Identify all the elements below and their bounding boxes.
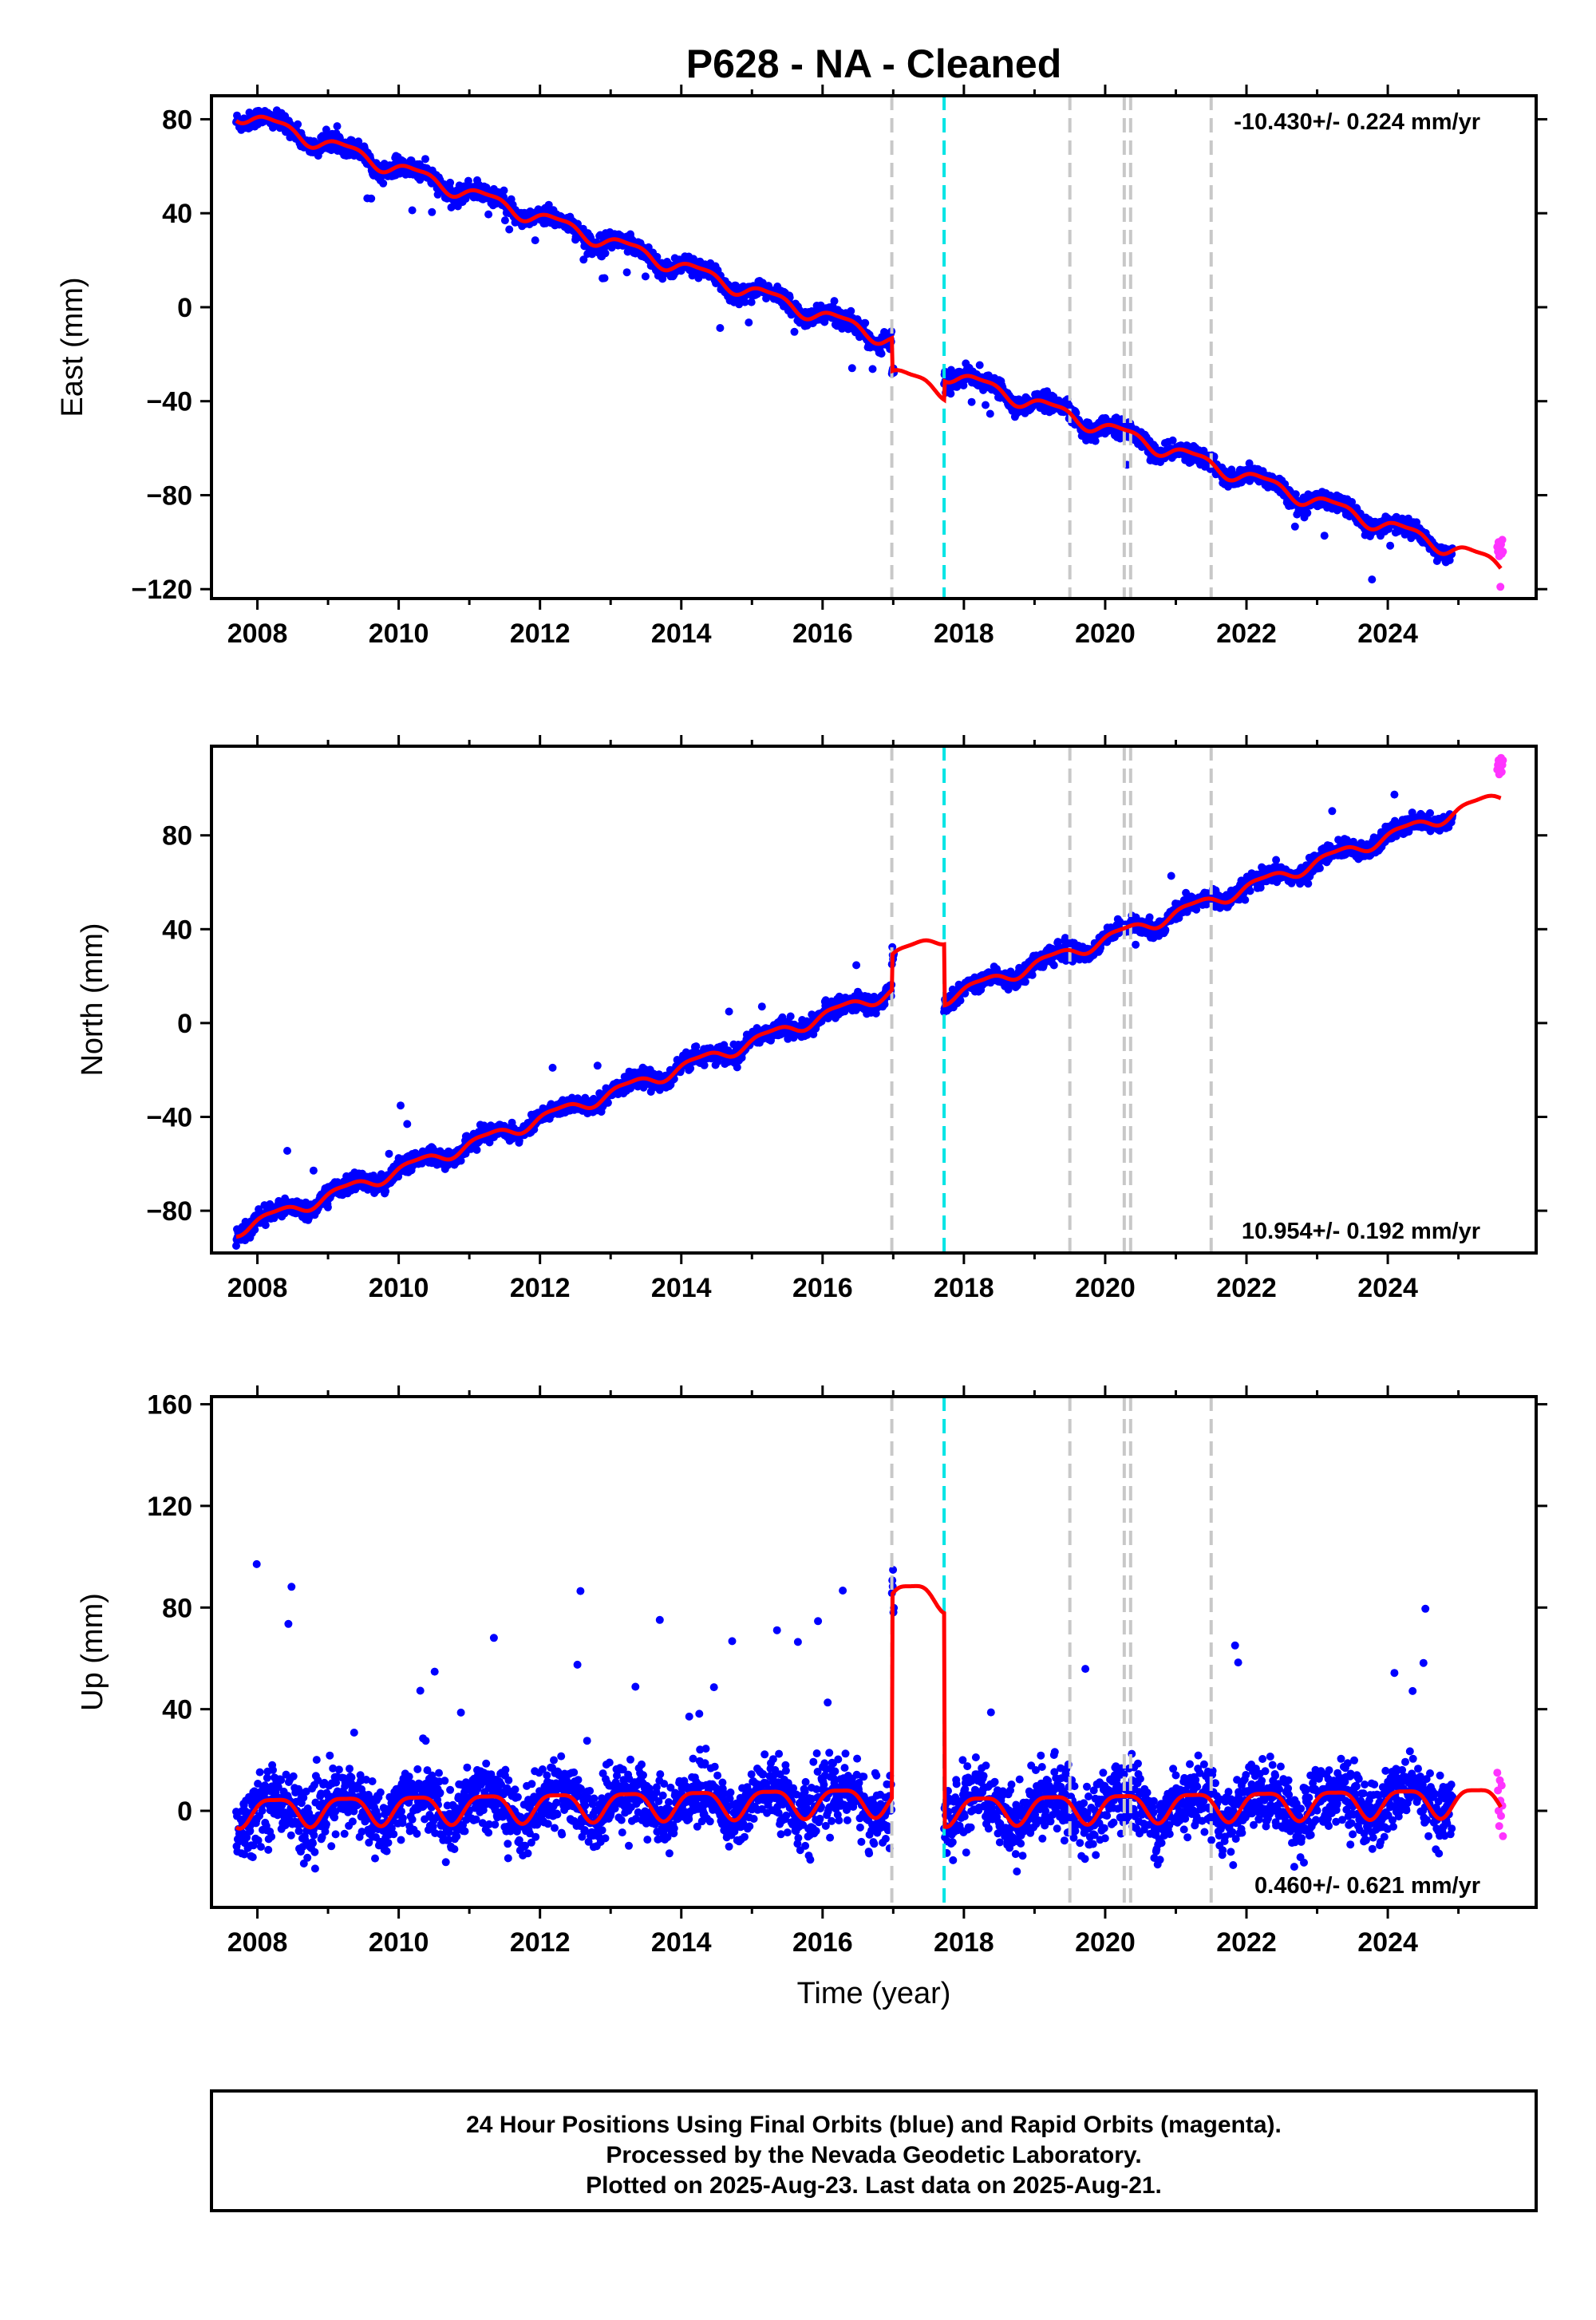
data-point — [831, 297, 839, 305]
data-point — [397, 1101, 405, 1109]
data-point — [745, 318, 753, 326]
data-point — [421, 155, 429, 163]
data-point — [1386, 542, 1394, 550]
data-point — [1321, 532, 1329, 539]
data-point — [725, 1008, 733, 1016]
data-point — [787, 1013, 795, 1021]
data-point — [484, 211, 492, 219]
data-point — [1368, 575, 1376, 583]
data-point — [642, 272, 650, 280]
data-point — [878, 350, 886, 358]
data-point — [428, 208, 436, 216]
data-point — [1291, 523, 1299, 531]
data-point — [446, 179, 454, 187]
data-point — [381, 1188, 389, 1196]
x-tick-label: 2018 — [934, 619, 994, 649]
data-point — [294, 121, 302, 128]
x-tick-label: 2016 — [792, 619, 853, 649]
data-point — [623, 268, 631, 276]
data-point — [758, 1002, 766, 1010]
data-point — [602, 249, 610, 257]
data-point — [594, 1061, 602, 1069]
y-tick-label: −80 — [146, 480, 192, 511]
y-axis-label: East (mm) — [56, 277, 89, 417]
data-point — [791, 328, 799, 336]
x-tick-label: 2020 — [1075, 619, 1136, 649]
data-point — [385, 1150, 393, 1158]
data-point — [848, 364, 856, 372]
data-point — [283, 1147, 291, 1155]
rapid-point — [1499, 536, 1507, 543]
data-point — [367, 195, 375, 203]
y-tick-label: 40 — [162, 199, 192, 229]
y-tick-label: −40 — [146, 387, 192, 417]
data-point — [500, 187, 508, 195]
data-point — [473, 1146, 481, 1154]
data-point — [716, 324, 724, 332]
y-tick-label: −120 — [131, 575, 192, 605]
data-point — [1021, 978, 1029, 986]
data-point — [505, 226, 513, 234]
x-tick-label: 2014 — [651, 619, 712, 649]
figure-title: P628 - NA - Cleaned — [686, 41, 1062, 86]
data-point — [869, 365, 877, 373]
data-point — [1303, 509, 1311, 517]
x-tick-label: 2008 — [227, 619, 288, 649]
data-point — [861, 319, 869, 327]
y-tick-label: 80 — [162, 105, 192, 135]
data-point — [604, 1099, 612, 1107]
data-point — [852, 961, 860, 969]
data-point — [334, 122, 342, 130]
data-point — [946, 389, 954, 397]
data-point — [968, 398, 976, 406]
data-point — [976, 362, 984, 370]
data-point — [531, 236, 539, 244]
rapid-point — [1496, 583, 1504, 591]
data-point — [733, 1063, 741, 1071]
x-tick-label: 2010 — [369, 619, 429, 649]
rapid-point — [1499, 547, 1507, 555]
data-point — [701, 1061, 709, 1069]
data-point — [1092, 437, 1100, 445]
y-tick-label: 0 — [177, 293, 192, 323]
data-point — [379, 180, 387, 188]
data-point — [549, 1064, 557, 1072]
x-tick-label: 2024 — [1357, 619, 1418, 649]
data-point — [409, 207, 417, 215]
x-tick-label: 2012 — [510, 619, 571, 649]
data-point — [982, 401, 990, 409]
data-point — [501, 216, 509, 224]
x-tick-label: 2022 — [1216, 619, 1277, 649]
data-point — [847, 307, 855, 315]
data-point — [324, 1203, 332, 1211]
data-point — [403, 1120, 411, 1128]
data-point — [310, 1167, 318, 1175]
data-point — [692, 1042, 700, 1050]
data-point — [601, 275, 609, 283]
data-point — [986, 410, 994, 418]
rate-label: -10.430+/- 0.224 mm/yr — [1234, 109, 1480, 135]
